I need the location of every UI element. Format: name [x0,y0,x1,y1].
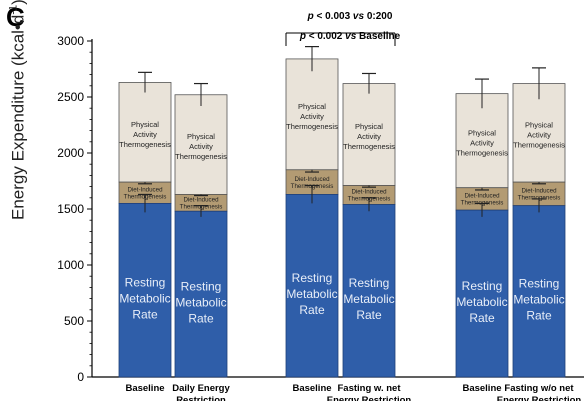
x-category-label: Fasting w. net [338,383,402,394]
bar-segment-resting [286,194,338,377]
segment-label-resting: Resting [181,279,222,293]
segment-label-diet: Diet-Induced [127,186,163,193]
segment-label-resting: Rate [356,308,382,322]
bar-segment-resting [456,210,508,377]
segment-label-physical: Physical [525,120,553,129]
segment-label-physical: Physical [187,132,215,141]
x-category-label: Daily Energy [172,383,230,394]
segment-label-diet: Diet-Induced [183,197,219,204]
x-category-label: Baseline [292,383,331,394]
segment-label-physical: Physical [468,128,496,137]
segment-label-physical: Thermogenesis [513,140,565,149]
segment-label-resting: Metabolic [286,287,337,301]
segment-label-physical: Thermogenesis [343,142,395,151]
segment-label-resting: Rate [469,311,495,325]
segment-label-resting: Rate [526,309,552,323]
segment-label-diet: Thermogenesis [348,196,391,203]
segment-label-diet: Thermogenesis [124,193,167,200]
segment-label-resting: Metabolic [456,295,507,309]
y-tick-label: 1500 [57,202,84,216]
segment-label-resting: Metabolic [119,291,170,305]
segment-label-physical: Activity [470,138,494,147]
bar-segment-resting [119,203,171,377]
bar-segment-resting [343,205,395,377]
segment-label-diet: Thermogenesis [291,183,334,190]
segment-label-physical: Physical [355,122,383,131]
segment-label-resting: Resting [462,279,503,293]
segment-label-diet: Thermogenesis [518,195,561,202]
segment-label-resting: Rate [132,307,158,321]
segment-label-physical: Thermogenesis [456,148,508,157]
segment-label-resting: Resting [125,275,166,289]
segment-label-physical: Physical [131,120,159,129]
segment-label-physical: Thermogenesis [286,122,338,131]
y-tick-label: 0 [77,370,84,384]
y-tick-label: 2000 [57,146,84,160]
x-category-label: Baseline [125,383,164,394]
x-category-label-line2: Restriction [176,395,226,401]
y-tick-label: 3000 [57,34,84,48]
segment-label-resting: Rate [299,303,325,317]
segment-label-resting: Metabolic [343,292,394,306]
segment-label-physical: Activity [527,130,551,139]
segment-label-diet: Diet-Induced [294,176,330,183]
x-category-label: Fasting w/o net [504,383,574,394]
segment-label-physical: Activity [357,132,381,141]
bar-segment-resting [175,211,227,377]
x-category-label: Baseline [462,383,501,394]
bar-segment-resting [513,206,565,377]
segment-label-resting: Metabolic [175,295,226,309]
segment-label-resting: Resting [519,277,560,291]
x-category-label-line2: Energy Restriction [327,395,412,401]
segment-label-physical: Physical [298,102,326,111]
segment-label-resting: Resting [292,271,333,285]
segment-label-physical: Thermogenesis [175,152,227,161]
segment-label-physical: Activity [133,130,157,139]
segment-label-diet: Diet-Induced [521,188,557,195]
segment-label-physical: Activity [300,112,324,121]
segment-label-resting: Metabolic [513,293,564,307]
segment-label-resting: Resting [349,276,390,290]
segment-label-resting: Rate [188,311,214,325]
y-tick-label: 500 [64,314,84,328]
x-category-label-line2: Energy Restriction [497,395,582,401]
segment-label-physical: Activity [189,142,213,151]
y-tick-label: 1000 [57,258,84,272]
segment-label-diet: Diet-Induced [464,193,500,200]
segment-label-diet: Thermogenesis [180,204,223,211]
y-tick-label: 2500 [57,90,84,104]
segment-label-diet: Thermogenesis [461,200,504,207]
segment-label-physical: Thermogenesis [119,140,171,149]
segment-label-diet: Diet-Induced [351,189,387,196]
